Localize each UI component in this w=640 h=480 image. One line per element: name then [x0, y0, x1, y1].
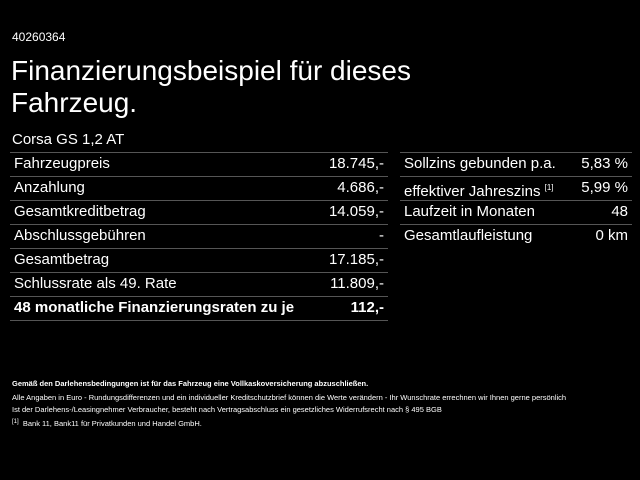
row-value: 0 km: [595, 227, 628, 244]
row-value: 5,99 %: [581, 179, 628, 196]
label-text: Laufzeit in Monaten: [404, 203, 535, 220]
label-text: Gesamtkreditbetrag: [14, 203, 146, 220]
label-text: Abschlussgebühren: [14, 227, 146, 244]
left-table: Fahrzeugpreis 18.745,- Anzahlung 4.686,- Ges…: [10, 152, 388, 321]
row-value: 4.686,-: [337, 179, 384, 196]
row-label: Anzahlung: [14, 177, 85, 199]
label-text: Gesamtlaufleistung: [404, 227, 533, 244]
row-label: Schlussrate als 49. Rate: [14, 273, 177, 295]
vehicle-id: 40260364: [12, 30, 66, 44]
title-line: Finanzierungsbeispiel für dieses: [11, 55, 411, 86]
label-text: Fahrzeugpreis: [14, 155, 110, 172]
row-label: Fahrzeugpreis: [14, 153, 110, 175]
label-text: 48 monatliche Finanzierungsraten zu je: [14, 299, 295, 316]
table-row: Sollzins gebunden p.a. 5,83 %: [400, 152, 632, 176]
footnote: [1] Bank 11, Bank11 für Privatkunden und…: [12, 419, 202, 428]
table-row: Schlussrate als 49. Rate 11.809,-: [10, 272, 388, 296]
table-row: Fahrzeugpreis 18.745,-: [10, 152, 388, 176]
row-value: 17.185,-: [328, 251, 384, 268]
label-text: Anzahlung: [14, 179, 85, 196]
row-value: 11.809,-: [330, 275, 384, 292]
model: Corsa GS 1,2 AT: [12, 131, 125, 148]
disclaimer: Alle Angaben in Euro - Rundungsdifferenz…: [12, 393, 567, 402]
title-line: Fahrzeug.: [11, 87, 138, 118]
footnote-ref: [1]: [544, 183, 554, 192]
table-row: Gesamtbetrag 17.185,-: [10, 248, 388, 272]
row-value: 18.745,-: [328, 155, 384, 172]
label-text: Gesamtbetrag: [14, 251, 110, 268]
table-row: Gesamtlaufleistung 0 km: [400, 224, 632, 248]
row-value: 112,-: [350, 299, 384, 316]
row-label: effektiver Jahreszins [1]: [404, 177, 554, 203]
label-text: Sollzins gebunden p.a.: [404, 155, 556, 172]
label-text: effektiver Jahreszins: [404, 183, 541, 200]
footnote-mark: [1]: [12, 419, 19, 425]
footnote-text: Bank 11, Bank11 für Privatkunden und Han…: [22, 419, 202, 428]
row-label: Gesamtkreditbetrag: [14, 201, 146, 223]
row-label: Gesamtlaufleistung: [404, 225, 532, 247]
row-value: 48: [611, 203, 628, 220]
table-row: Laufzeit in Monaten 48: [400, 200, 632, 224]
table-row: Abschlussgebühren -: [10, 224, 388, 248]
row-label: 48 monatliche Finanzierungsraten zu je: [14, 297, 294, 319]
table-row: 48 monatliche Finanzierungsraten zu je 11…: [10, 296, 388, 321]
disclaimer: Ist der Darlehens-/Leasingnehmer Verbrau…: [12, 405, 442, 414]
insurance-note: Gemäß den Darlehensbedingungen ist für d…: [12, 379, 369, 388]
row-value: 5,83 %: [581, 155, 628, 172]
table-row: effektiver Jahreszins [1] 5,99 %: [400, 176, 632, 200]
row-label: Gesamtbetrag: [14, 249, 109, 271]
row-label: Sollzins gebunden p.a.: [404, 153, 556, 175]
row-label: Laufzeit in Monaten: [404, 201, 535, 223]
row-value: -: [379, 227, 384, 244]
table-row: Anzahlung 4.686,-: [10, 176, 388, 200]
table-row: Gesamtkreditbetrag 14.059,-: [10, 200, 388, 224]
label-text: Schlussrate als 49. Rate: [14, 275, 177, 292]
row-label: Abschlussgebühren: [14, 225, 146, 247]
row-value: 14.059,-: [328, 203, 384, 220]
right-table: Sollzins gebunden p.a. 5,83 % effektiver J…: [400, 152, 632, 248]
